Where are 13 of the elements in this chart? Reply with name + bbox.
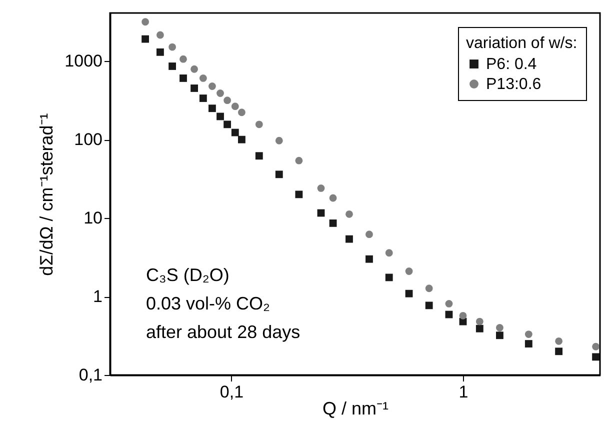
annotation: 0.03 vol-% CO₂ — [146, 294, 270, 314]
y-tick-label: 0,1 — [78, 366, 102, 384]
y-tick-label: 100 — [74, 130, 102, 150]
x-axis-title: Q / nm⁻¹ — [322, 398, 389, 418]
annotation: after about 28 days — [146, 322, 300, 342]
annotation: C₃S (D₂O) — [146, 265, 230, 285]
y-tick-label: 1000 — [64, 52, 102, 71]
legend-label: P13:0.6 — [486, 76, 542, 93]
y-tick-label: 10 — [84, 208, 102, 228]
y-axis-title: dΣ/dΩ / cm⁻¹sterad⁻¹ — [36, 113, 57, 276]
y-tick-label: 1 — [93, 287, 102, 306]
legend-label: P6: 0.4 — [486, 56, 537, 73]
legend-title: variation of w/s: — [466, 35, 578, 52]
